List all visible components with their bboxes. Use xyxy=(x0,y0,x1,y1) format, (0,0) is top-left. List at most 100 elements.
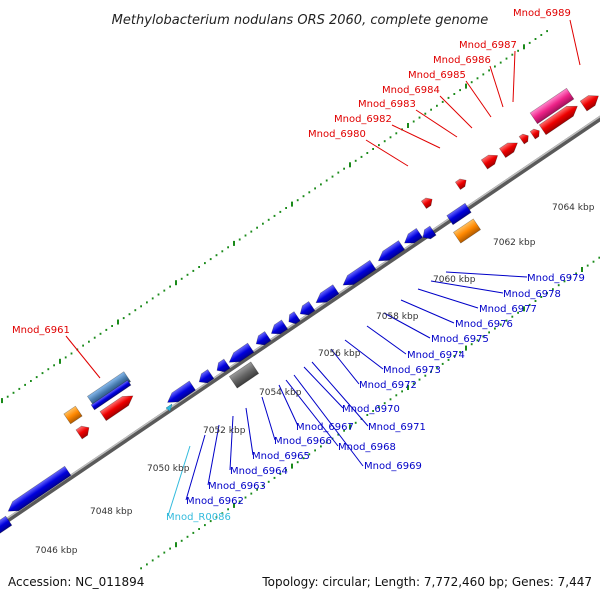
tick-dot xyxy=(30,380,32,382)
forward-gene[interactable] xyxy=(579,91,600,112)
reverse-gene[interactable] xyxy=(340,259,377,289)
reverse-gene-labels: Mnod_R0086 Mnod_6962 Mnod_6963 Mnod_6964… xyxy=(166,273,585,523)
reverse-gene[interactable] xyxy=(286,311,301,327)
gene-label-mnod-6974[interactable]: Mnod_6974 xyxy=(407,350,465,361)
gene-label-mnod-6980[interactable]: Mnod_6980 xyxy=(308,129,366,140)
reverse-gene[interactable] xyxy=(226,342,255,367)
tick-dot xyxy=(349,424,351,430)
tick-dot xyxy=(418,378,421,381)
gene-label-mnod-6966[interactable]: Mnod_6966 xyxy=(274,436,332,447)
reverse-gene[interactable] xyxy=(401,227,423,247)
tick-dot xyxy=(441,362,444,365)
gene-label-mnod-6976[interactable]: Mnod_6976 xyxy=(455,319,513,330)
reverse-gene[interactable] xyxy=(253,331,272,349)
tick-dot xyxy=(215,254,218,257)
reverse-gene[interactable] xyxy=(420,225,437,242)
reverse-gene[interactable] xyxy=(164,380,196,407)
forward-gene[interactable] xyxy=(518,132,531,145)
label-leader-line xyxy=(512,50,516,103)
rna-gene[interactable] xyxy=(165,403,173,412)
gene-label-mnod-6965[interactable]: Mnod_6965 xyxy=(252,451,310,462)
tick-dot xyxy=(395,132,398,135)
tick-dot xyxy=(488,331,490,334)
tick-dot xyxy=(157,555,160,558)
tick-dot xyxy=(366,414,369,416)
tick-dot xyxy=(238,500,241,503)
forward-gene[interactable] xyxy=(538,101,580,136)
gene-label-mnod-6968[interactable]: Mnod_6968 xyxy=(338,442,396,453)
label-leader-line xyxy=(167,445,191,517)
reverse-gene[interactable] xyxy=(214,358,231,375)
gene-label-mnod-6983[interactable]: Mnod_6983 xyxy=(358,99,416,110)
reverse-gene[interactable] xyxy=(196,369,215,387)
gene-label-mnod-6962[interactable]: Mnod_6962 xyxy=(186,496,244,507)
gene-label-mnod-6984[interactable]: Mnod_6984 xyxy=(382,85,440,96)
gene-label-mnod-6978[interactable]: Mnod_6978 xyxy=(503,289,561,300)
tick-dot xyxy=(302,457,305,460)
gene-label-mnod-6970[interactable]: Mnod_6970 xyxy=(342,404,400,415)
gene-label-mnod-6975[interactable]: Mnod_6975 xyxy=(431,334,489,345)
gene-label-mnod-6971[interactable]: Mnod_6971 xyxy=(368,422,426,433)
tick-dot xyxy=(24,383,26,386)
gene-label-mnod-6963[interactable]: Mnod_6963 xyxy=(208,481,266,492)
gene-label-mnod-6987[interactable]: Mnod_6987 xyxy=(459,40,517,51)
forward-gene[interactable] xyxy=(75,423,92,440)
gene-label-mnod-6986[interactable]: Mnod_6986 xyxy=(433,55,491,66)
tick-dot xyxy=(436,366,438,369)
gene-label-mnod-6969[interactable]: Mnod_6969 xyxy=(364,461,422,472)
gene-label-mnod-6961[interactable]: Mnod_6961 xyxy=(12,325,70,336)
tick-dot xyxy=(273,214,276,217)
kbp-label: 7046 kbp xyxy=(35,546,78,556)
reverse-gene[interactable] xyxy=(297,301,316,319)
gene-label-mnod-6989[interactable]: Mnod_6989 xyxy=(513,8,571,19)
gene-label-mnod-6977[interactable]: Mnod_6977 xyxy=(479,304,537,315)
gene-label-mnod-6967[interactable]: Mnod_6967 xyxy=(296,422,354,433)
forward-gene[interactable] xyxy=(480,151,500,170)
gene-label-mnod-6982[interactable]: Mnod_6982 xyxy=(334,114,392,125)
tick-dot xyxy=(111,325,113,327)
gene-label-mnod-6973[interactable]: Mnod_6973 xyxy=(383,365,441,376)
tick-dot xyxy=(499,323,502,326)
reverse-gene[interactable] xyxy=(375,240,406,266)
gene-box-blue-inner[interactable] xyxy=(90,379,132,411)
tick-dot xyxy=(99,332,102,335)
gene-box-blue[interactable] xyxy=(446,202,472,226)
gene-label-mnod-6972[interactable]: Mnod_6972 xyxy=(359,380,417,391)
gene-box-orange[interactable] xyxy=(63,405,83,425)
label-leader-line xyxy=(439,95,473,129)
label-leader-line xyxy=(344,339,384,370)
tick-dot xyxy=(383,402,386,405)
tick-dot xyxy=(412,382,415,385)
forward-gene[interactable] xyxy=(99,391,136,422)
gene-label-mnod-r0086[interactable]: Mnod_R0086 xyxy=(166,512,231,523)
gene-label-mnod-6964[interactable]: Mnod_6964 xyxy=(230,466,288,477)
gene-label-mnod-6979[interactable]: Mnod_6979 xyxy=(527,273,585,284)
tick-dot xyxy=(250,230,253,233)
label-leader-line xyxy=(245,407,254,456)
reverse-gene[interactable] xyxy=(5,465,72,516)
label-leader-line xyxy=(261,396,276,441)
tick-dot xyxy=(41,372,44,375)
pseudogene-box[interactable] xyxy=(228,361,260,389)
forward-gene[interactable] xyxy=(529,127,542,140)
tick-dot xyxy=(482,73,485,76)
tick-dot xyxy=(331,175,334,178)
tick-dot xyxy=(291,201,293,207)
gene-label-mnod-6985[interactable]: Mnod_6985 xyxy=(408,70,466,81)
forward-gene[interactable] xyxy=(499,138,520,159)
reverse-gene[interactable] xyxy=(0,515,13,540)
tick-dot xyxy=(285,469,287,471)
tick-dot xyxy=(563,280,566,283)
forward-gene[interactable] xyxy=(454,176,468,190)
gene-box-pink[interactable] xyxy=(529,87,575,125)
tick-dot xyxy=(146,301,148,304)
forward-gene[interactable] xyxy=(420,195,434,209)
tick-dot xyxy=(151,297,154,300)
gene-box-orange[interactable] xyxy=(453,218,481,244)
tick-dot xyxy=(93,336,96,339)
reverse-gene[interactable] xyxy=(313,284,340,308)
reverse-gene[interactable] xyxy=(268,319,289,338)
tick-dot xyxy=(459,351,461,354)
tick-dot xyxy=(407,385,409,390)
